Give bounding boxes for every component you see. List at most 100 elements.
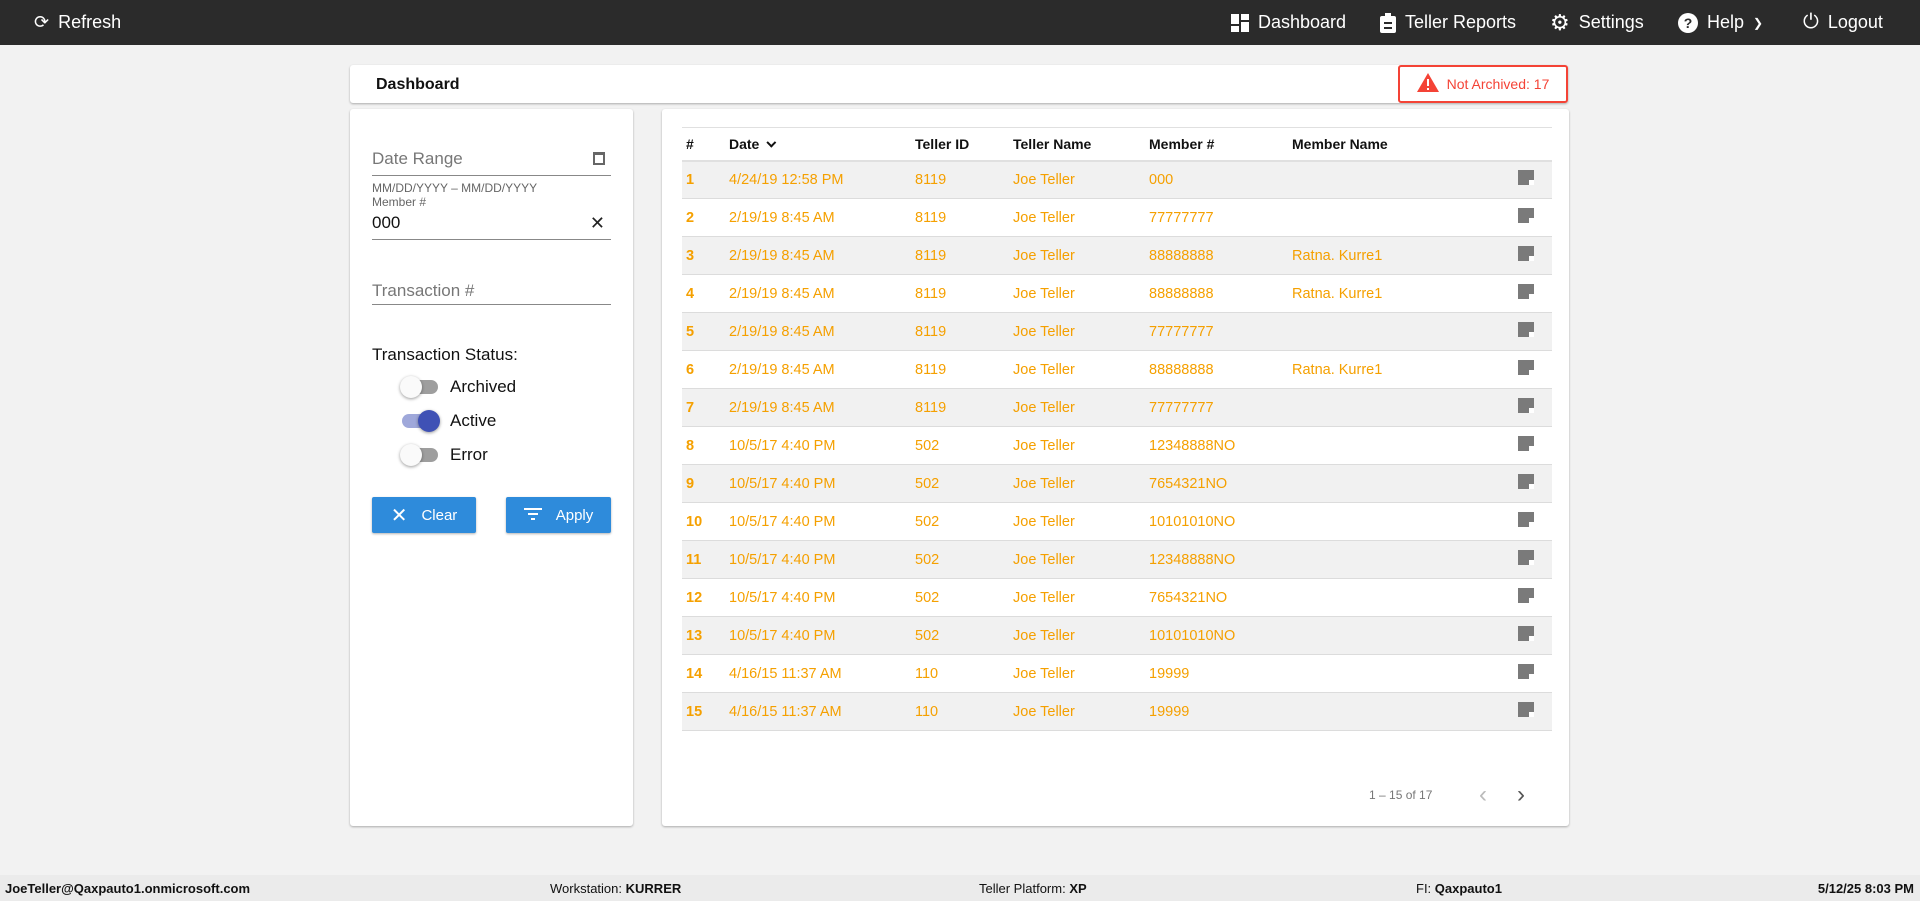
- error-switch[interactable]: [400, 444, 438, 466]
- archived-switch[interactable]: [400, 376, 438, 398]
- filter-panel: Date Range MM/DD/YYYY – MM/DD/YYYY Membe…: [350, 109, 633, 826]
- note-icon[interactable]: [1518, 284, 1534, 299]
- cell-index: 7: [682, 388, 725, 427]
- clear-button[interactable]: ✕ Clear: [372, 497, 476, 533]
- note-icon[interactable]: [1518, 474, 1534, 489]
- clear-label: Clear: [421, 506, 458, 524]
- table-row[interactable]: 6 2/19/19 8:45 AM 8119 Joe Teller 88888888 Ra…: [682, 350, 1552, 389]
- cell-date: 10/5/17 4:40 PM: [725, 502, 911, 541]
- table-row[interactable]: 5 2/19/19 8:45 AM 8119 Joe Teller 77777777: [682, 312, 1552, 351]
- workstation-value: KURRER: [625, 881, 682, 896]
- cell-teller-id: 8119: [911, 160, 1009, 199]
- cell-teller-name: Joe Teller: [1009, 540, 1145, 579]
- cell-teller-name: Joe Teller: [1009, 654, 1145, 693]
- table-row[interactable]: 9 10/5/17 4:40 PM 502 Joe Teller 7654321NO: [682, 464, 1552, 503]
- cell-teller-id: 8119: [911, 312, 1009, 351]
- cell-teller-id: 8119: [911, 350, 1009, 389]
- nav-teller-reports[interactable]: Teller Reports: [1380, 0, 1516, 45]
- table-row[interactable]: 3 2/19/19 8:45 AM 8119 Joe Teller 88888888 Ra…: [682, 236, 1552, 275]
- note-icon[interactable]: [1518, 626, 1534, 641]
- note-icon[interactable]: [1518, 512, 1534, 527]
- column-header[interactable]: Teller ID: [911, 127, 1009, 162]
- column-header[interactable]: Date: [725, 127, 911, 162]
- nav-help[interactable]: ? Help ❯: [1678, 0, 1763, 45]
- note-cell: [1488, 654, 1552, 693]
- note-icon[interactable]: [1518, 398, 1534, 413]
- cell-member-name: [1288, 654, 1488, 693]
- note-icon[interactable]: [1518, 550, 1534, 565]
- note-icon[interactable]: [1518, 208, 1534, 223]
- cell-teller-name: Joe Teller: [1009, 502, 1145, 541]
- sort-desc-icon: [766, 137, 777, 148]
- calendar-icon[interactable]: [593, 152, 605, 165]
- active-switch[interactable]: [402, 410, 440, 432]
- clear-member-icon[interactable]: ✕: [589, 213, 605, 233]
- column-header[interactable]: #: [682, 127, 725, 162]
- note-icon[interactable]: [1518, 170, 1534, 186]
- table-row[interactable]: 14 4/16/15 11:37 AM 110 Joe Teller 19999: [682, 654, 1552, 693]
- active-label: Active: [450, 411, 497, 430]
- cell-date: 10/5/17 4:40 PM: [725, 578, 911, 617]
- transaction-input[interactable]: Transaction #: [372, 281, 611, 305]
- apply-button[interactable]: Apply: [506, 497, 611, 533]
- nav-settings[interactable]: ⚙ Settings: [1550, 0, 1644, 45]
- cell-index: 4: [682, 274, 725, 313]
- note-cell: [1488, 388, 1552, 427]
- cell-teller-name: Joe Teller: [1009, 692, 1145, 731]
- table-row[interactable]: 15 4/16/15 11:37 AM 110 Joe Teller 19999: [682, 692, 1552, 731]
- cell-member-number: 88888888: [1145, 274, 1288, 313]
- nav-logout[interactable]: ⏻ Logout: [1803, 0, 1883, 45]
- note-icon[interactable]: [1518, 702, 1534, 717]
- apply-label: Apply: [555, 506, 594, 524]
- table-row[interactable]: 4 2/19/19 8:45 AM 8119 Joe Teller 88888888 Ra…: [682, 274, 1552, 313]
- cell-date: 10/5/17 4:40 PM: [725, 464, 911, 503]
- cell-index: 2: [682, 198, 725, 237]
- transactions-table: # Date Teller ID Teller Name Member # Member …: [682, 127, 1552, 731]
- cell-teller-name: Joe Teller: [1009, 274, 1145, 313]
- toggle-active[interactable]: Active: [402, 410, 497, 432]
- cell-date: 2/19/19 8:45 AM: [725, 198, 911, 237]
- note-icon[interactable]: [1518, 246, 1534, 261]
- not-archived-badge[interactable]: Not Archived: 17: [1398, 65, 1568, 103]
- settings-label: Settings: [1578, 12, 1644, 32]
- table-row[interactable]: 7 2/19/19 8:45 AM 8119 Joe Teller 77777777: [682, 388, 1552, 427]
- note-icon[interactable]: [1518, 436, 1534, 451]
- cell-teller-name: Joe Teller: [1009, 198, 1145, 237]
- cell-member-number: 000: [1145, 160, 1288, 199]
- transaction-placeholder: Transaction #: [372, 281, 475, 300]
- refresh-button[interactable]: ⟳ Refresh: [34, 0, 121, 45]
- member-input[interactable]: 000 ✕: [372, 213, 611, 240]
- refresh-icon: ⟳: [34, 12, 50, 32]
- status-label: Transaction Status:: [372, 345, 518, 364]
- next-page-icon[interactable]: ›: [1517, 781, 1525, 808]
- chevron-down-icon: ❯: [1753, 15, 1764, 30]
- cell-member-number: 77777777: [1145, 388, 1288, 427]
- cell-member-number: 88888888: [1145, 350, 1288, 389]
- table-row[interactable]: 1 4/24/19 12:58 PM 8119 Joe Teller 000: [682, 160, 1552, 199]
- cell-date: 10/5/17 4:40 PM: [725, 540, 911, 579]
- table-row[interactable]: 2 2/19/19 8:45 AM 8119 Joe Teller 77777777: [682, 198, 1552, 237]
- toggle-archived[interactable]: Archived: [400, 376, 516, 398]
- column-header[interactable]: Teller Name: [1009, 127, 1145, 162]
- teller-reports-label: Teller Reports: [1405, 12, 1517, 32]
- table-row[interactable]: 11 10/5/17 4:40 PM 502 Joe Teller 12348888NO: [682, 540, 1552, 579]
- fi-value: Qaxpauto1: [1434, 881, 1502, 896]
- note-icon[interactable]: [1518, 322, 1534, 337]
- column-header[interactable]: Member #: [1145, 127, 1288, 162]
- member-label: Member #: [372, 195, 427, 209]
- cell-index: 5: [682, 312, 725, 351]
- table-row[interactable]: 13 10/5/17 4:40 PM 502 Joe Teller 10101010NO: [682, 616, 1552, 655]
- table-row[interactable]: 12 10/5/17 4:40 PM 502 Joe Teller 7654321NO: [682, 578, 1552, 617]
- note-icon[interactable]: [1518, 664, 1534, 679]
- table-row[interactable]: 10 10/5/17 4:40 PM 502 Joe Teller 10101010NO: [682, 502, 1552, 541]
- nav-dashboard[interactable]: Dashboard: [1231, 0, 1346, 45]
- note-icon[interactable]: [1518, 588, 1534, 603]
- column-header[interactable]: Member Name: [1288, 127, 1488, 162]
- note-icon[interactable]: [1518, 360, 1534, 375]
- prev-page-icon[interactable]: ‹: [1479, 781, 1487, 808]
- toggle-error[interactable]: Error: [400, 444, 488, 466]
- date-range-input[interactable]: Date Range: [372, 149, 611, 176]
- cell-teller-id: 8119: [911, 274, 1009, 313]
- cell-index: 12: [682, 578, 725, 617]
- table-row[interactable]: 8 10/5/17 4:40 PM 502 Joe Teller 12348888NO: [682, 426, 1552, 465]
